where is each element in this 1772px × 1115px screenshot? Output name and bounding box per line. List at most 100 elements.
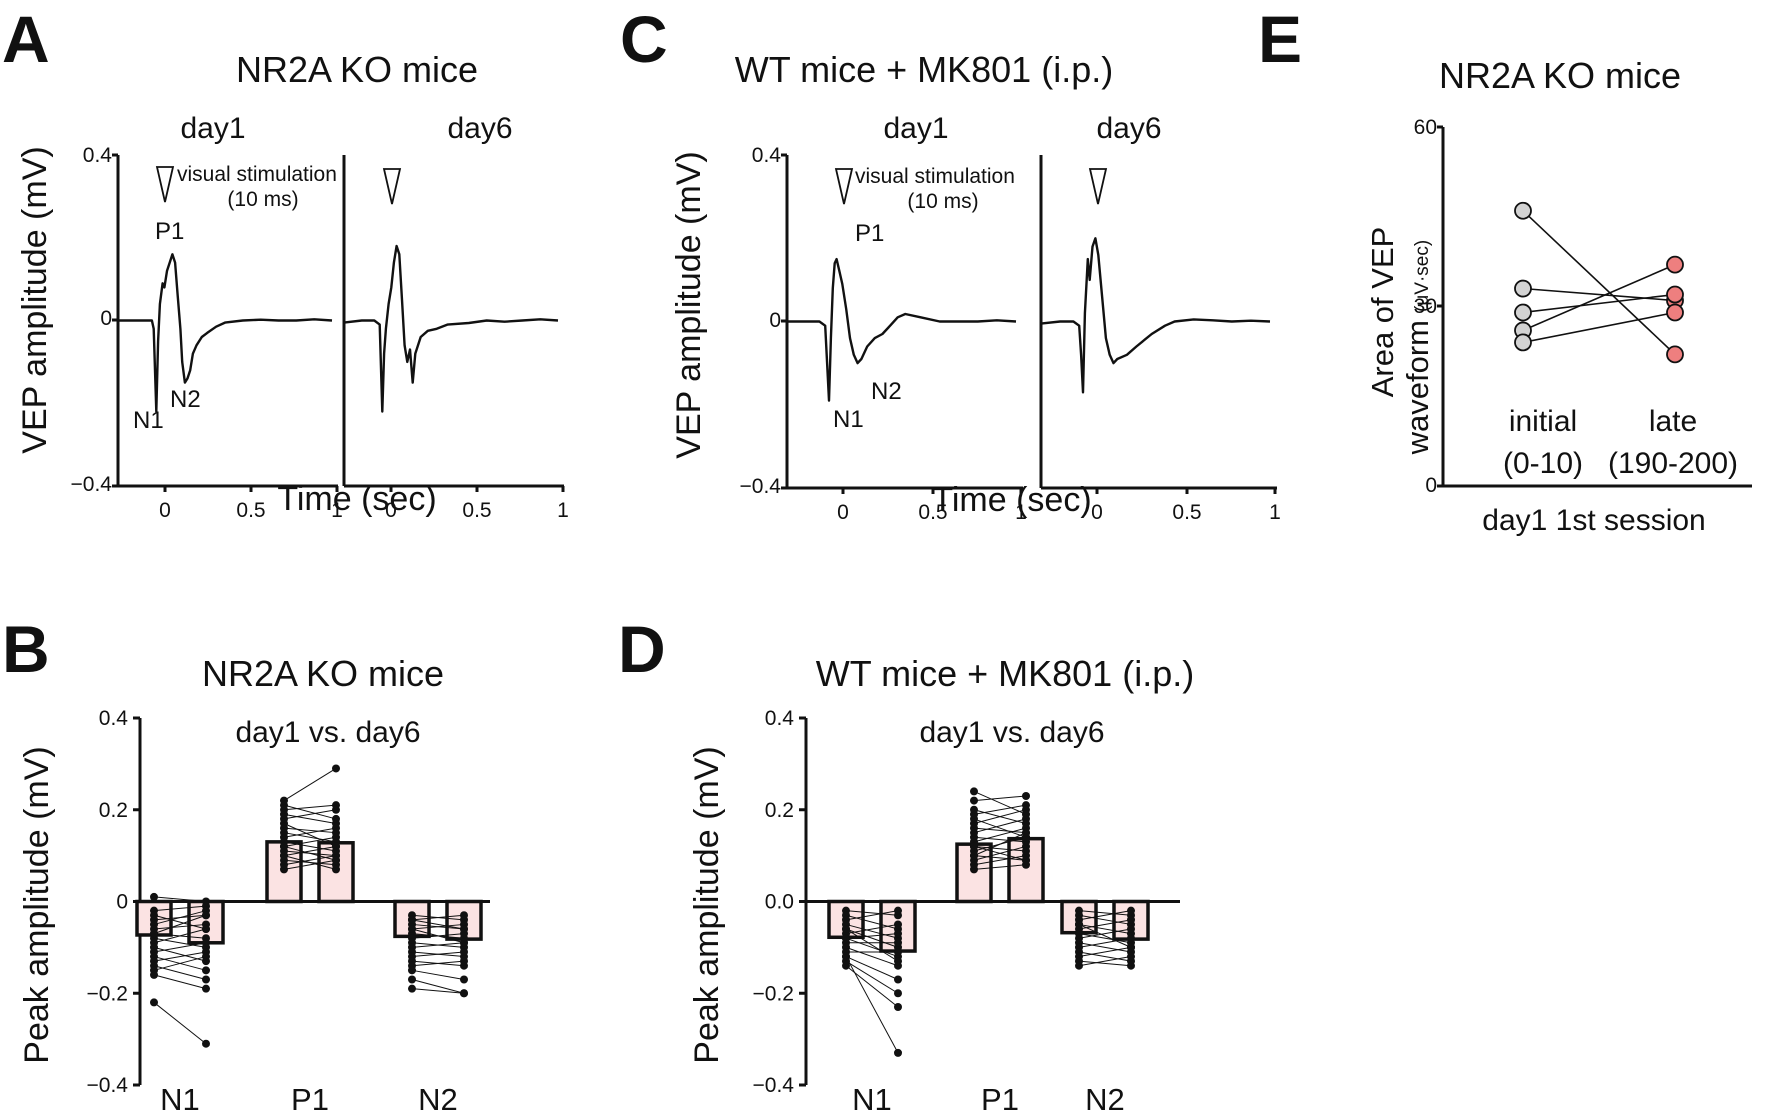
pair-line <box>973 795 1027 802</box>
panel-c-xtick-label: 0 <box>1091 501 1103 524</box>
pair-line <box>153 923 207 930</box>
data-point <box>202 1039 210 1048</box>
pair-line <box>973 845 1027 861</box>
data-point <box>460 938 468 947</box>
data-point <box>460 957 468 966</box>
panel-a-ytick-zero: 0 <box>100 307 112 330</box>
panel-c-ylabel: VEP amplitude (mV) <box>670 151 708 458</box>
data-point <box>894 906 902 915</box>
pair-line <box>153 914 207 935</box>
panel-a-xtick-label: 1 <box>331 499 343 522</box>
data-point <box>460 925 468 934</box>
panel-c-trace1-label: day1 <box>883 112 948 145</box>
panel-letter-b: B <box>2 612 50 686</box>
pair-line <box>153 914 207 930</box>
pair-line <box>283 809 337 820</box>
data-point <box>1127 925 1135 934</box>
panel-c-trace2-label: day6 <box>1096 112 1161 145</box>
pair-line <box>845 923 899 935</box>
data-point <box>894 989 902 998</box>
pair-line <box>283 859 337 870</box>
pair-line <box>973 790 1027 815</box>
data-point <box>970 851 978 860</box>
pair-line <box>411 928 465 944</box>
data-point <box>1022 810 1030 819</box>
pair-line <box>411 914 465 921</box>
pair-line <box>973 855 1027 866</box>
initial-point <box>1514 303 1532 322</box>
panel-a-day1-trace <box>118 253 333 413</box>
stimulus-marker-icon <box>155 166 175 203</box>
panel-b-chart: 0.4 0.2 0 −0.2 −0.4 <box>87 707 490 1097</box>
data-point <box>894 1003 902 1012</box>
data-point <box>1127 915 1135 924</box>
panel-a-ytick-top: 0.4 <box>83 144 113 167</box>
pair-line <box>153 1002 207 1045</box>
data-point <box>202 925 210 934</box>
panel-c-ytick-zero: 0 <box>769 309 781 332</box>
data-point <box>332 828 340 837</box>
panel-a: NR2A KO mice day1 day6 VEP amplitude (mV… <box>16 49 569 522</box>
pair-line <box>973 864 1027 870</box>
y-tick-label: −0.4 <box>753 1074 795 1097</box>
data-point <box>1127 952 1135 961</box>
panel-d-category-n2: N2 <box>1085 1082 1125 1115</box>
panel-e: NR2A KO mice Area of VEP waveform (μV·se… <box>1365 55 1752 537</box>
pair-line <box>1078 942 1132 953</box>
data-point <box>842 934 850 943</box>
panel-c-ytick-bottom: −0.4 <box>740 475 782 498</box>
pair-line <box>845 914 899 930</box>
panel-c: WT mice + MK801 (i.p.) day1 day6 VEP amp… <box>670 49 1281 524</box>
pair-line <box>845 933 899 939</box>
pair-line <box>973 845 1027 852</box>
pair-line <box>1078 937 1132 948</box>
late-point <box>1666 303 1684 322</box>
panel-a-xtick-label: 0 <box>385 499 397 522</box>
pair-line <box>845 923 899 939</box>
panel-a-trace1-label: day1 <box>180 112 245 145</box>
data-point <box>1127 934 1135 943</box>
pair-line <box>411 969 465 980</box>
stimulus-marker-icon <box>834 168 854 205</box>
pair-line <box>1522 311 1676 344</box>
panel-b-category-p1: P1 <box>291 1082 329 1115</box>
panel-a-trace2-plot: 0 0.5 1 <box>342 155 569 522</box>
pair-line <box>845 946 899 967</box>
pair-line <box>153 956 207 971</box>
pair-line <box>1078 914 1132 925</box>
panel-d-category-p1: P1 <box>981 1082 1019 1115</box>
panel-c-trace1-plot: 0 0.5 1 visual stimulation (10 ms) P1 N1… <box>781 153 1027 524</box>
pair-line <box>973 809 1027 824</box>
pair-line <box>411 919 465 930</box>
data-point <box>332 801 340 810</box>
data-point <box>894 938 902 947</box>
panel-a-stimulus-label: visual stimulation <box>177 163 337 186</box>
data-point <box>202 938 210 947</box>
data-point <box>460 975 468 984</box>
y-tick-label: 0 <box>116 891 128 914</box>
pair-line <box>283 855 337 870</box>
pair-line <box>283 841 337 852</box>
pair-line <box>283 827 337 834</box>
pair-line <box>153 974 207 990</box>
data-point <box>970 787 978 796</box>
data-point <box>1075 920 1083 929</box>
data-point <box>332 856 340 865</box>
data-point <box>332 814 340 823</box>
pair-line <box>411 923 465 930</box>
initial-point <box>1514 333 1532 352</box>
data-point <box>842 925 850 934</box>
y-tick-label: −0.4 <box>87 1074 129 1097</box>
late-point <box>1666 285 1684 304</box>
data-point <box>460 911 468 920</box>
panel-a-ylabel: VEP amplitude (mV) <box>16 146 54 453</box>
panel-a-trace1-plot: 0 0.5 1 visual stimulation (10 ms) P1 N1… <box>112 153 343 522</box>
pair-line <box>411 960 465 967</box>
data-point <box>842 961 850 970</box>
pair-line <box>973 818 1027 838</box>
pair-line <box>283 804 337 820</box>
initial-point <box>1514 279 1532 298</box>
panel-c-xtick-label: 1 <box>1269 501 1281 524</box>
y-tick-label: 0.2 <box>99 799 128 822</box>
